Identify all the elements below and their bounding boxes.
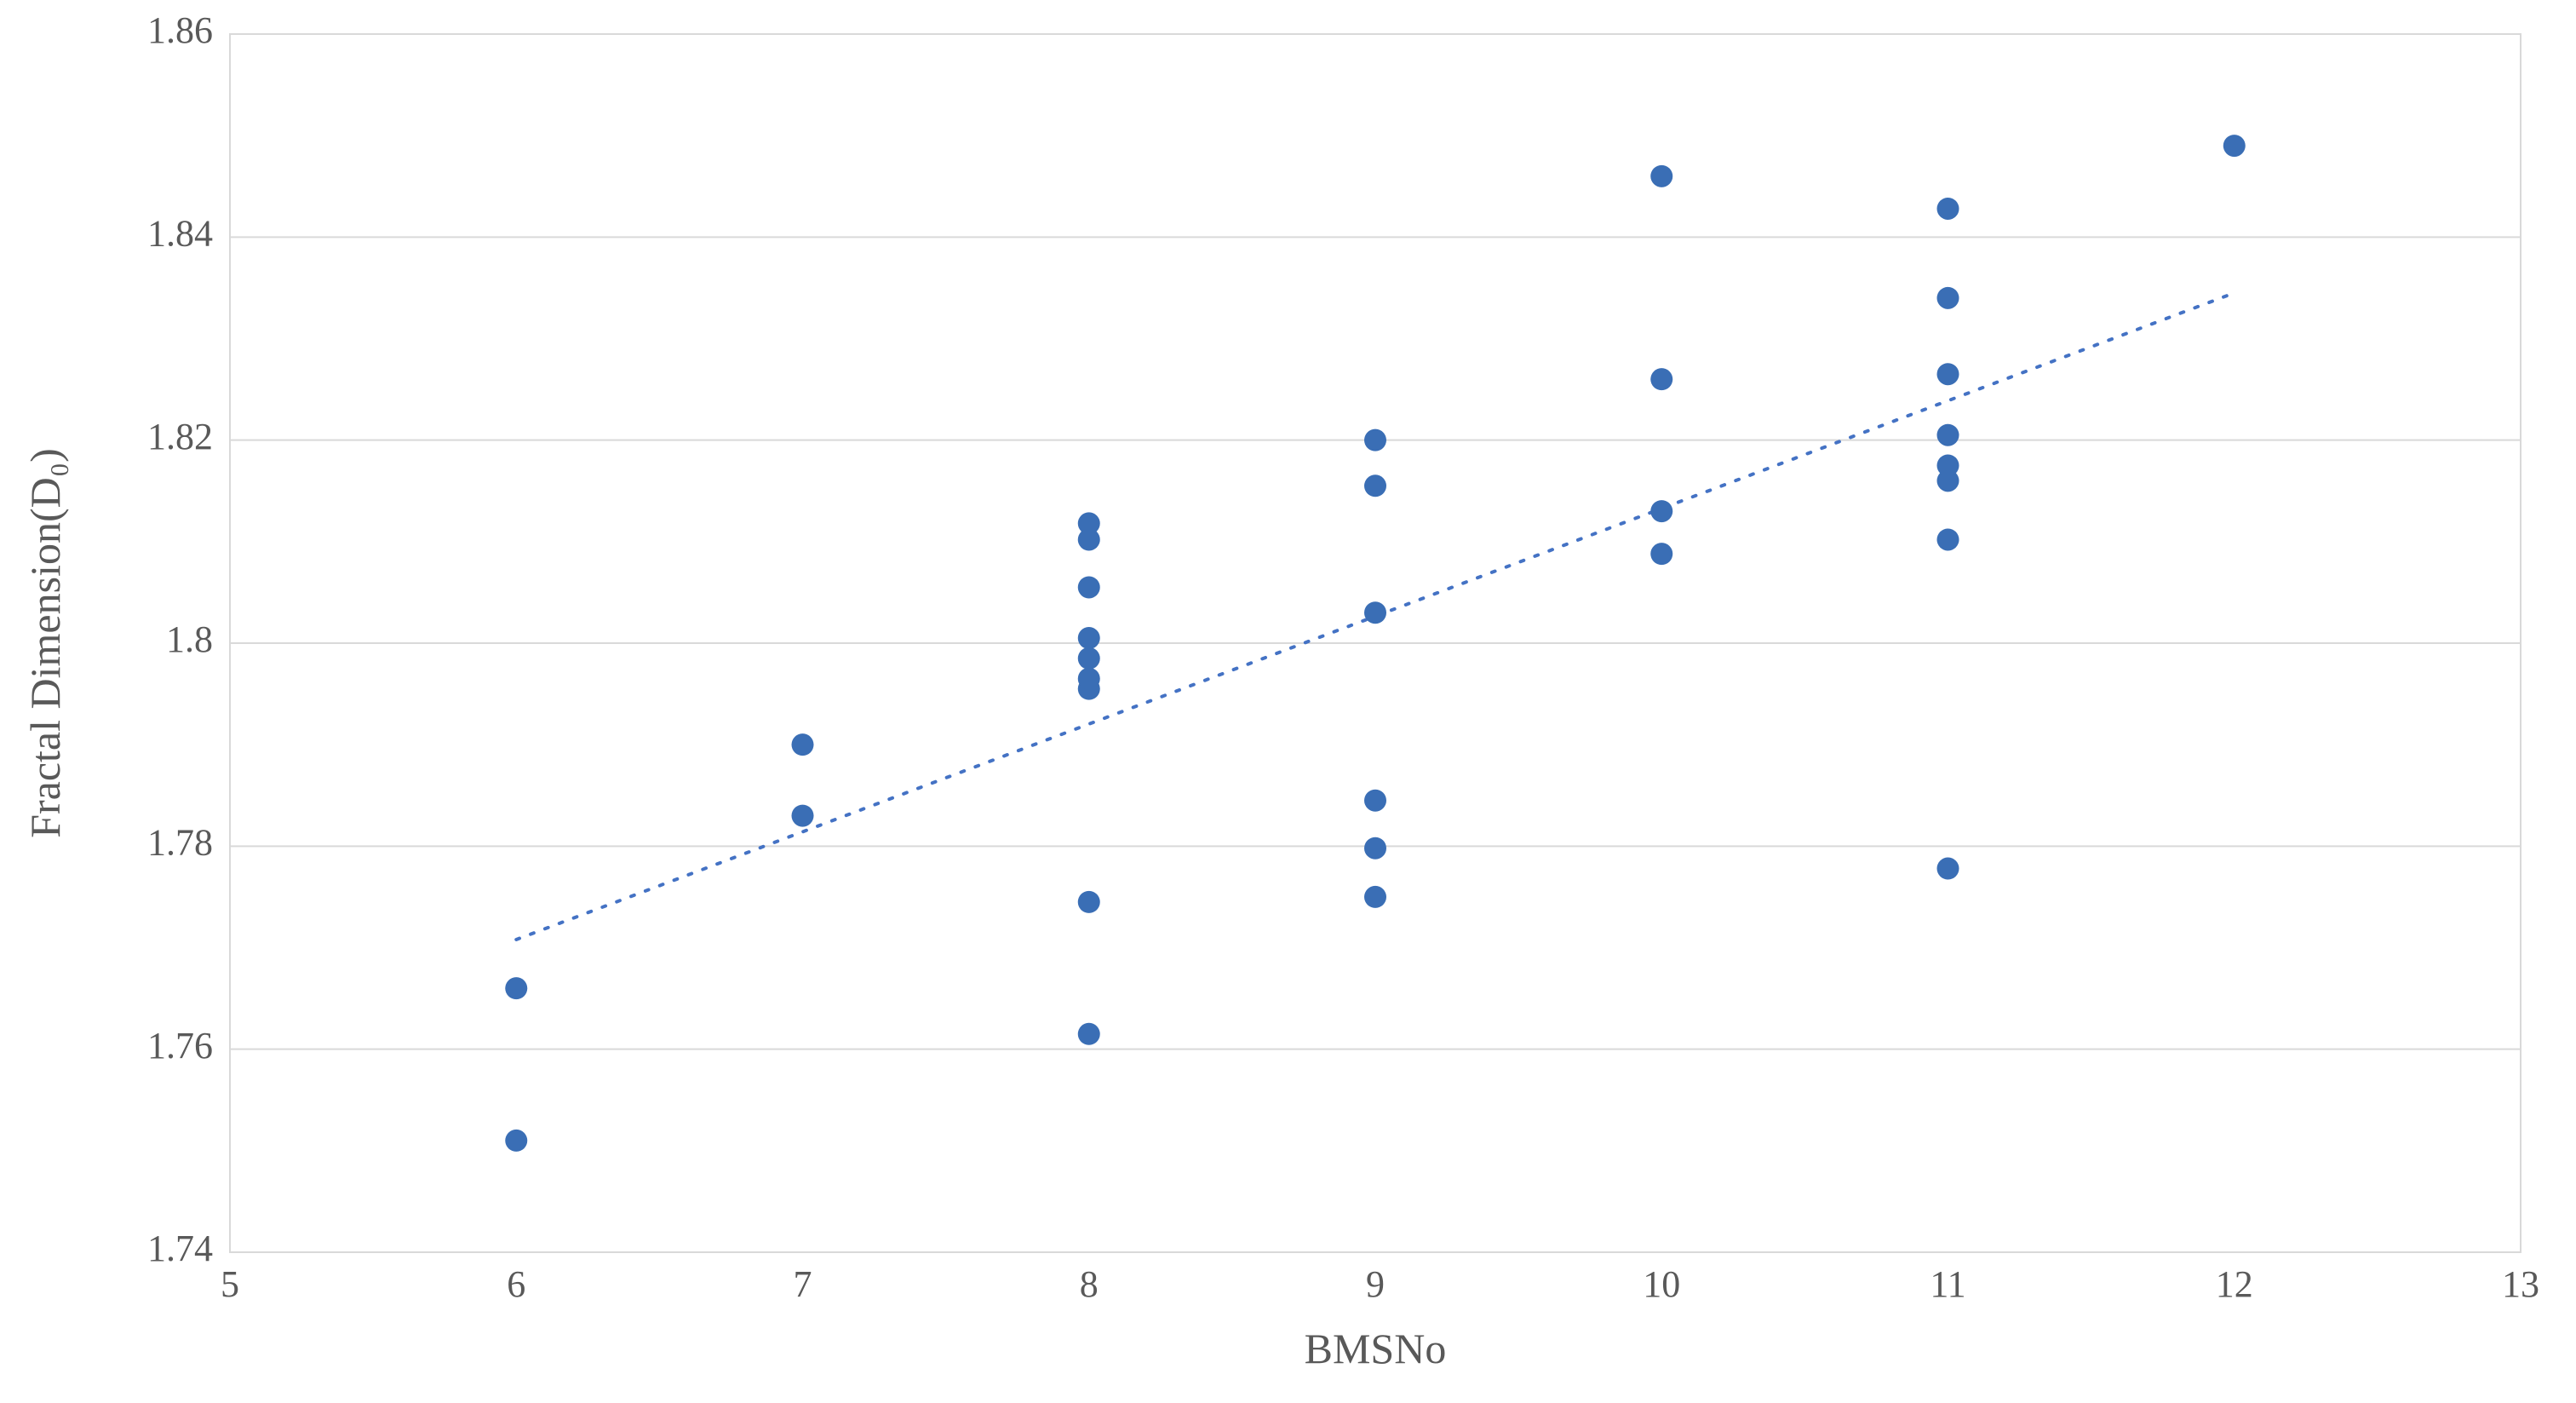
- data-point: [1364, 790, 1386, 812]
- data-point: [1078, 627, 1100, 649]
- data-point: [792, 733, 814, 756]
- data-point: [1650, 368, 1672, 390]
- x-tick-label: 11: [1930, 1263, 1965, 1305]
- scatter-chart: 1.74 1.76 1.78 1.8 1.82 1.84 1.86 5 6 7 8 9 10 11 12 13…: [0, 0, 2576, 1403]
- x-tick-label: 9: [1366, 1263, 1385, 1305]
- data-point: [1078, 668, 1100, 690]
- data-point: [1650, 543, 1672, 565]
- data-point: [1078, 512, 1100, 534]
- y-tick-label: 1.84: [147, 212, 213, 254]
- y-tick-label: 1.86: [147, 9, 213, 51]
- data-point: [1650, 500, 1672, 522]
- x-tick-label: 7: [794, 1263, 812, 1305]
- chart-svg: 1.74 1.76 1.78 1.8 1.82 1.84 1.86 5 6 7 8 9 10 11 12 13…: [0, 0, 2576, 1403]
- x-tick-label: 12: [2216, 1263, 2253, 1305]
- data-point: [1937, 858, 1959, 880]
- data-point: [1937, 198, 1959, 220]
- x-tick-label: 8: [1080, 1263, 1099, 1305]
- data-point: [1078, 891, 1100, 913]
- y-tick-label: 1.78: [147, 821, 213, 863]
- data-point: [1364, 429, 1386, 451]
- data-point: [792, 805, 814, 827]
- y-tick-label: 1.76: [147, 1025, 213, 1067]
- y-tick-label: 1.8: [166, 618, 213, 660]
- data-point: [1364, 474, 1386, 497]
- data-point: [1937, 454, 1959, 476]
- data-point: [1937, 528, 1959, 550]
- x-tick-label: 5: [221, 1263, 239, 1305]
- y-tick-label: 1.74: [147, 1228, 213, 1269]
- x-tick-label: 10: [1643, 1263, 1680, 1305]
- data-point: [1364, 886, 1386, 908]
- data-point: [1078, 576, 1100, 598]
- data-point: [1650, 165, 1672, 187]
- data-point: [1078, 1023, 1100, 1045]
- data-point: [1364, 837, 1386, 860]
- x-tick-label: 13: [2502, 1263, 2539, 1305]
- x-tick-label: 6: [507, 1263, 525, 1305]
- x-axis-title: BMSNo: [1305, 1325, 1447, 1372]
- data-point: [505, 977, 527, 999]
- data-point: [1937, 287, 1959, 309]
- data-point: [1937, 363, 1959, 385]
- y-axis-title: Fractal Dimension(D₀): [21, 448, 69, 838]
- data-point: [505, 1130, 527, 1152]
- y-tick-label: 1.82: [147, 416, 213, 457]
- data-point: [1078, 647, 1100, 670]
- data-point: [1364, 601, 1386, 624]
- data-point: [1937, 424, 1959, 446]
- data-point: [2223, 135, 2246, 157]
